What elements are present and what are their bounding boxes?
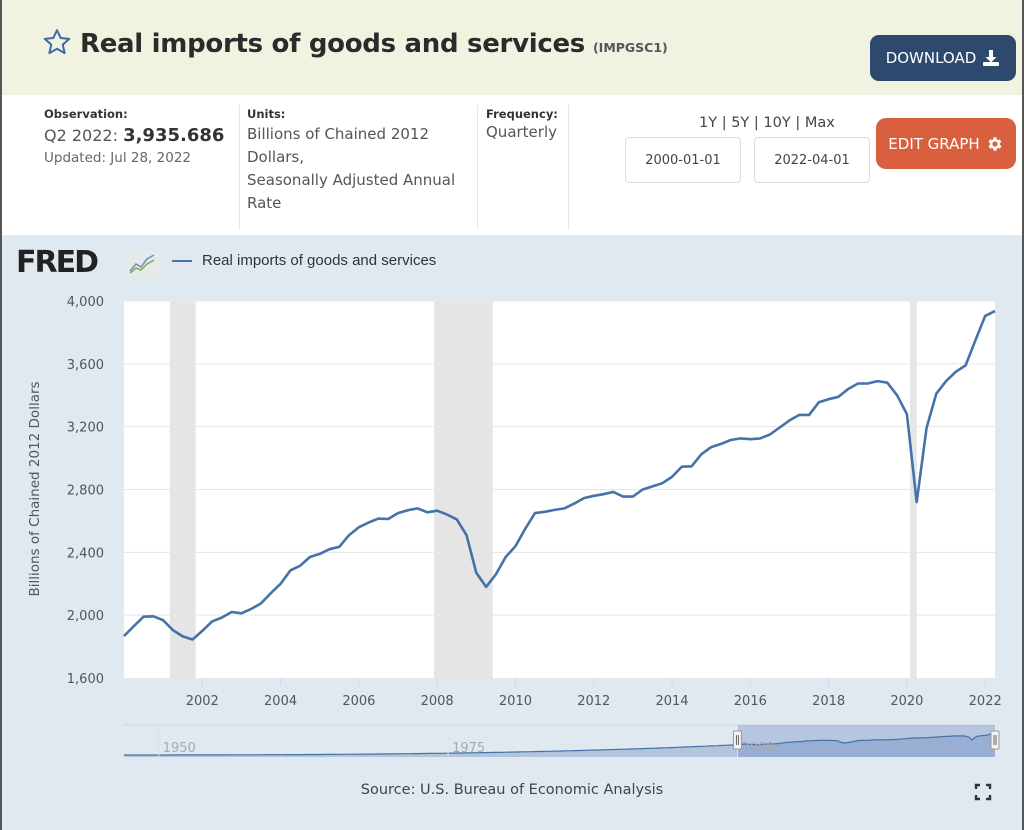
y-tick-label: 2,400 — [67, 546, 104, 561]
range-max-link[interactable]: Max — [804, 115, 835, 131]
series-line — [123, 309, 996, 641]
y-axis-label: Billions of Chained 2012 Dollars — [27, 381, 43, 596]
units-line: Seasonally Adjusted Annual — [247, 171, 456, 189]
x-tick-label: 2002 — [186, 694, 219, 709]
observation-line: Q2 2022: 3,935.686 — [44, 125, 224, 146]
gear-icon — [988, 136, 1002, 151]
series-id: (IMPGSC1) — [592, 40, 668, 55]
units-line: Billions of Chained 2012 — [247, 125, 429, 143]
download-icon — [983, 50, 1000, 66]
range-links: 1Y | 5Y | 10Y | Max — [699, 115, 835, 131]
navigator-line — [124, 732, 996, 756]
x-tick-label: 2006 — [342, 694, 375, 709]
range-1y-link[interactable]: 1Y — [699, 115, 718, 131]
observation-period: Q2 2022: — [44, 126, 118, 145]
y-axis-ticks: 1,600 2,000 2,400 2,800 3,200 3,600 4,000 — [67, 295, 104, 687]
line-chart[interactable]: 1,600 2,000 2,400 2,800 3,200 3,600 4,000 2002… — [2, 235, 1022, 775]
download-label: DOWNLOAD — [885, 49, 977, 67]
x-tick-label: 2010 — [499, 694, 532, 709]
grid-lines — [124, 300, 995, 616]
series-info-panel: Observation: Q2 2022: 3,935.686 Updated:… — [2, 95, 1022, 235]
x-tick-label: 2012 — [577, 694, 610, 709]
edit-graph-button[interactable]: EDIT GRAPH — [876, 118, 1016, 169]
header-bar: Real imports of goods and services (IMPG… — [2, 0, 1022, 95]
title-group: Real imports of goods and services (IMPG… — [42, 22, 668, 59]
range-10y-link[interactable]: 10Y — [763, 115, 791, 131]
updated-date: Updated: Jul 28, 2022 — [44, 150, 191, 166]
separator: | — [790, 115, 805, 131]
y-tick-label: 3,600 — [67, 358, 104, 373]
download-button[interactable]: DOWNLOAD — [870, 35, 1016, 81]
units-line: Rate — [247, 194, 282, 212]
x-tick-label: 2008 — [421, 694, 454, 709]
navigator-area — [124, 733, 995, 757]
navigator-label: 2000 — [741, 741, 774, 756]
x-tick-label: 2020 — [890, 694, 923, 709]
navigator-label: 1950 — [163, 741, 196, 756]
chart-legend: Real imports of goods and services — [172, 252, 436, 269]
start-date-input[interactable]: 2000-01-01 — [625, 137, 741, 183]
source-note: Source: U.S. Bureau of Economic Analysis — [360, 782, 664, 798]
y-tick-label: 2,800 — [67, 484, 104, 499]
x-tick-label: 2004 — [264, 694, 297, 709]
x-tick-label: 2014 — [655, 694, 688, 709]
y-tick-label: 4,000 — [67, 295, 104, 310]
divider — [239, 105, 240, 230]
observation-block: Observation: Q2 2022: 3,935.686 Updated:… — [44, 107, 224, 166]
units-label: Units: — [247, 107, 286, 121]
y-tick-label: 3,200 — [67, 421, 104, 436]
frequency-label: Frequency: — [486, 107, 558, 121]
range-navigator: 1950 1975 2000 — [124, 724, 1000, 757]
observation-label: Observation: — [44, 107, 128, 121]
y-tick-label: 1,600 — [67, 672, 104, 687]
end-date-input[interactable]: 2022-04-01 — [754, 137, 870, 183]
navigator-left-handle[interactable] — [732, 730, 742, 750]
star-outline-icon[interactable] — [42, 27, 72, 57]
separator: | — [749, 115, 764, 131]
units-value: Billions of Chained 2012 Dollars, Season… — [247, 123, 477, 215]
x-tick-label: 2022 — [969, 694, 1002, 709]
x-axis-ticks: 2002 2004 2006 2008 2010 2012 2014 2016 2018 2020… — [186, 678, 1002, 709]
frequency-block: Frequency: Quarterly — [486, 107, 558, 141]
edit-graph-label: EDIT GRAPH — [888, 134, 980, 153]
divider — [568, 105, 569, 230]
fred-logo[interactable]: FRED — [16, 245, 99, 280]
divider — [477, 105, 478, 230]
x-tick-label: 2018 — [812, 694, 845, 709]
series-group — [123, 309, 996, 641]
navigator-selection — [737, 725, 995, 757]
separator: | — [717, 115, 732, 131]
x-tick-label: 2016 — [734, 694, 767, 709]
frequency-value: Quarterly — [486, 123, 557, 141]
range-5y-link[interactable]: 5Y — [731, 115, 750, 131]
fullscreen-icon[interactable] — [974, 783, 992, 801]
navigator-label: 1975 — [452, 741, 485, 756]
units-line: Dollars, — [247, 148, 305, 166]
navigator-right-handle[interactable] — [990, 730, 1000, 750]
legend-label: Real imports of goods and services — [202, 252, 437, 269]
units-block: Units: Billions of Chained 2012 Dollars,… — [247, 107, 477, 215]
legend-swatch — [172, 259, 192, 262]
page-title: Real imports of goods and services — [80, 29, 585, 59]
chart-panel: FRED Real imports of goods and services … — [2, 235, 1022, 830]
y-tick-label: 2,000 — [67, 609, 104, 624]
fred-chart-icon — [127, 251, 159, 277]
observation-value: 3,935.686 — [123, 125, 225, 146]
